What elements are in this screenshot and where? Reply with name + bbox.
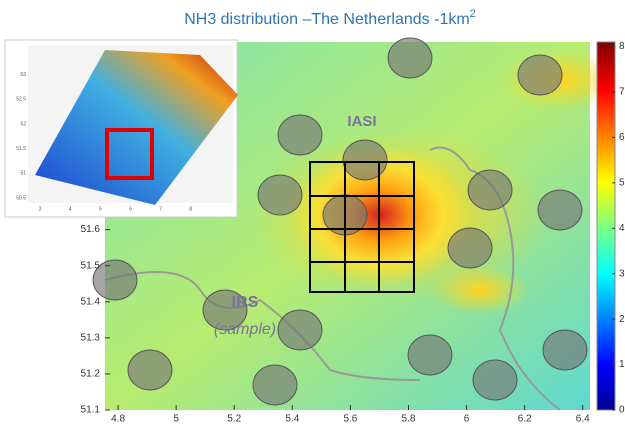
x-tick-label: 5.4 bbox=[285, 414, 299, 425]
inset-y-tick-label: 52.5 bbox=[16, 97, 26, 103]
iasi-label: IASI bbox=[347, 113, 376, 130]
inset-x-tick-label: 3 bbox=[39, 206, 42, 212]
colorbar-tick-label: 3 bbox=[619, 268, 625, 279]
colorbar-tick-label: 6 bbox=[619, 132, 625, 143]
colorbar-tick-label: 1 bbox=[619, 359, 625, 370]
inset-y-tick-label: 53 bbox=[20, 72, 26, 78]
y-tick-label: 51.2 bbox=[81, 369, 101, 380]
colorbar bbox=[597, 42, 615, 410]
title: NH3 distribution –The Netherlands -1km2 bbox=[184, 8, 476, 28]
x-tick-label: 6.4 bbox=[576, 414, 590, 425]
inset-y-tick-label: 51 bbox=[20, 171, 26, 177]
title-text: NH3 distribution –The Netherlands -1km bbox=[184, 11, 469, 28]
colorbar-tick-label: 2 bbox=[619, 314, 625, 325]
colorbar-tick-label: 8 bbox=[619, 41, 625, 52]
inset-x-tick-label: 5 bbox=[99, 206, 102, 212]
inset-y-tick-label: 51.5 bbox=[16, 146, 26, 152]
inset-x-tick-label: 7 bbox=[159, 206, 162, 212]
y-tick-label: 51.6 bbox=[81, 224, 101, 235]
y-tick-label: 51.3 bbox=[81, 332, 101, 343]
colorbar-tick-label: 0 bbox=[619, 405, 625, 416]
inset-x-tick-label: 8 bbox=[189, 206, 192, 212]
colorbar-tick-label: 7 bbox=[619, 87, 625, 98]
y-tick-label: 51.5 bbox=[81, 260, 101, 271]
sample-label: (sample) bbox=[214, 321, 276, 338]
inset bbox=[5, 40, 238, 217]
x-tick-label: 6.2 bbox=[518, 414, 532, 425]
title-superscript: 2 bbox=[470, 8, 476, 20]
figure: NH3 distribution –The Netherlands -1km2 … bbox=[0, 0, 625, 429]
inset-y-tick-label: 50.5 bbox=[16, 195, 26, 201]
x-tick-label: 4.8 bbox=[111, 414, 125, 425]
inset-x-tick-label: 4 bbox=[69, 206, 72, 212]
y-tick-label: 51.1 bbox=[81, 405, 101, 416]
x-tick-label: 5.8 bbox=[402, 414, 416, 425]
colorbar-tick-label: 5 bbox=[619, 177, 625, 188]
x-tick-label: 5.6 bbox=[343, 414, 357, 425]
y-tick-label: 51.4 bbox=[81, 296, 101, 307]
colorbar-tick-label: 4 bbox=[619, 223, 625, 234]
inset-x-tick-label: 6 bbox=[129, 206, 132, 212]
irs-label: IRS bbox=[232, 294, 259, 311]
x-tick-label: 5 bbox=[173, 414, 179, 425]
x-tick-label: 5.2 bbox=[227, 414, 241, 425]
inset-y-tick-label: 52 bbox=[20, 121, 26, 127]
x-tick-label: 6 bbox=[464, 414, 470, 425]
